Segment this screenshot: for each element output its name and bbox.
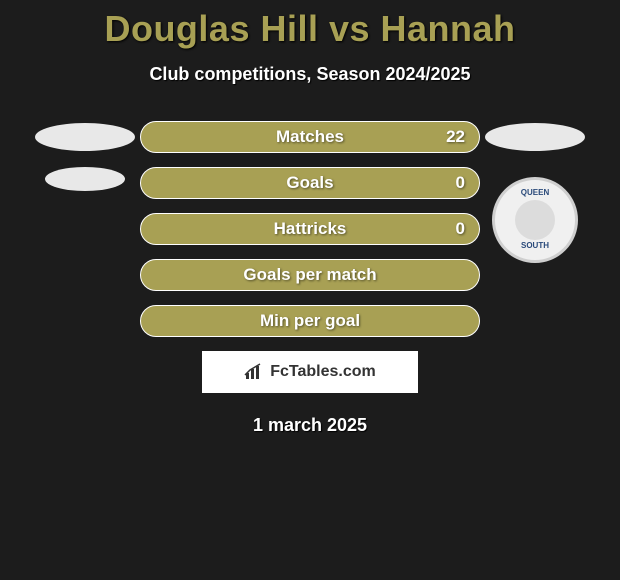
stat-value: 0 (456, 173, 465, 193)
site-logo-text: FcTables.com (270, 363, 376, 381)
crest-text-bottom: SOUTH (521, 242, 549, 251)
stat-label: Matches (141, 127, 479, 147)
player-badge-placeholder (35, 123, 135, 151)
stat-value: 22 (446, 127, 465, 147)
right-badge-slot (480, 123, 590, 151)
site-logo: FcTables.com (202, 351, 418, 393)
player-badge-placeholder (45, 167, 125, 191)
date-text: 1 march 2025 (0, 415, 620, 436)
stat-bar-matches: Matches 22 (140, 121, 480, 153)
stat-bar-hattricks: Hattricks 0 (140, 213, 480, 245)
stats-container: Matches 22 Goals 0 QUEEN SOUTH Hattricks… (0, 121, 620, 337)
stat-row: Goals per match (0, 259, 620, 291)
crest-text-top: QUEEN (521, 189, 549, 198)
left-badge-slot (30, 123, 140, 151)
bar-chart-icon (244, 363, 266, 381)
stat-label: Goals (141, 173, 479, 193)
stat-bar-goals-per-match: Goals per match (140, 259, 480, 291)
left-badge-slot (30, 167, 140, 191)
stat-row: Goals 0 QUEEN SOUTH (0, 167, 620, 199)
crest-inner-icon (515, 200, 555, 240)
page-subtitle: Club competitions, Season 2024/2025 (0, 64, 620, 85)
club-crest-icon: QUEEN SOUTH (492, 177, 578, 263)
stat-row: Matches 22 (0, 121, 620, 153)
stat-bar-goals: Goals 0 (140, 167, 480, 199)
stat-label: Goals per match (141, 265, 479, 285)
stat-row: Min per goal (0, 305, 620, 337)
stat-label: Hattricks (141, 219, 479, 239)
stat-value: 0 (456, 219, 465, 239)
page-title: Douglas Hill vs Hannah (0, 0, 620, 50)
stat-label: Min per goal (141, 311, 479, 331)
stat-bar-min-per-goal: Min per goal (140, 305, 480, 337)
player-badge-placeholder (485, 123, 585, 151)
